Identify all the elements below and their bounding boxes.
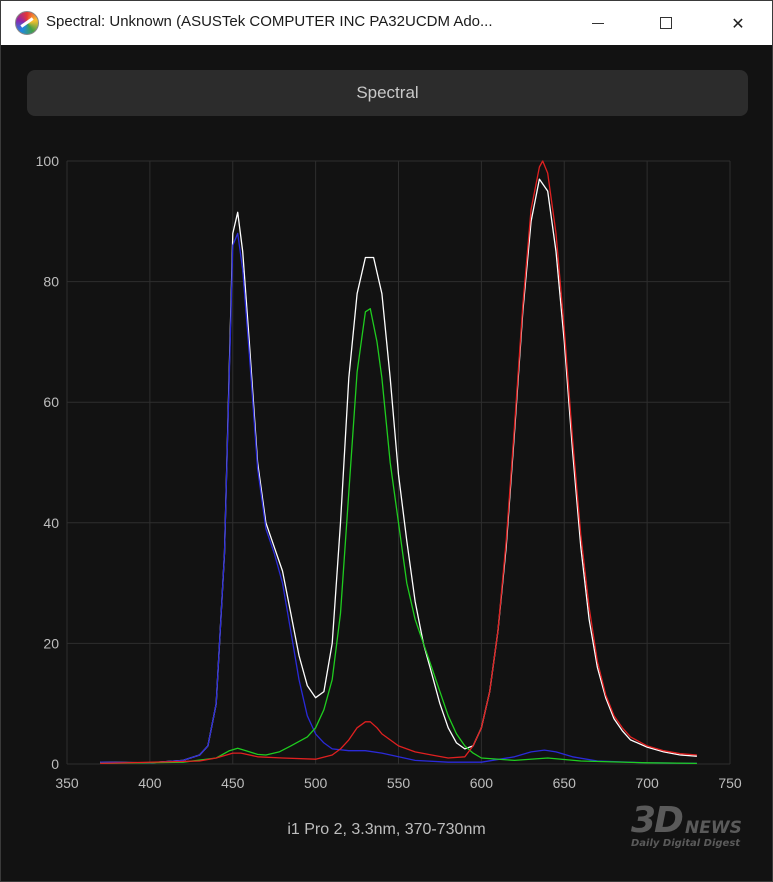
close-icon: ✕ (731, 13, 745, 33)
x-tick-label: 700 (635, 775, 659, 791)
window-title: Spectral: Unknown (ASUSTek COMPUTER INC … (46, 13, 493, 30)
series-line (100, 160, 697, 765)
x-tick-label: 600 (470, 775, 494, 791)
x-tick-label: 500 (304, 775, 328, 791)
y-tick-label: 0 (51, 756, 59, 772)
spectral-chart: 350 400 450 500 550 600 650 700 750 0 20 40 60 80 100 (36, 153, 742, 791)
y-tick-label: 100 (36, 153, 60, 169)
y-tick-label: 20 (43, 635, 59, 651)
watermark-news: NEWS (685, 818, 742, 838)
y-tick-label: 80 (43, 274, 59, 290)
watermark-logo: 3D NEWS Daily Digital Digest (623, 796, 773, 866)
y-tick-label: 60 (43, 394, 59, 410)
x-tick-label: 350 (55, 775, 79, 791)
y-tick-label: 40 (43, 515, 59, 531)
series-line (100, 232, 697, 765)
watermark-3d: 3D (631, 800, 684, 841)
x-tick-label: 750 (718, 775, 742, 791)
minimize-button[interactable] (575, 1, 621, 45)
spectrum-app-icon (15, 11, 39, 35)
minimize-icon (592, 22, 604, 24)
x-tick-label: 400 (138, 775, 162, 791)
spectral-mode-button[interactable]: Spectral (27, 70, 748, 116)
x-tick-label: 650 (553, 775, 577, 791)
series-line (100, 308, 697, 765)
watermark-subtitle: Daily Digital Digest (631, 838, 741, 849)
x-tick-label: 550 (387, 775, 411, 791)
maximize-icon (660, 17, 672, 29)
title-bar[interactable]: Spectral: Unknown (ASUSTek COMPUTER INC … (1, 1, 772, 45)
maximize-button[interactable] (643, 1, 689, 45)
series-line (100, 178, 697, 764)
x-tick-label: 450 (221, 775, 245, 791)
instrument-caption: i1 Pro 2, 3.3nm, 370-730nm (287, 821, 486, 838)
close-button[interactable]: ✕ (715, 1, 761, 45)
